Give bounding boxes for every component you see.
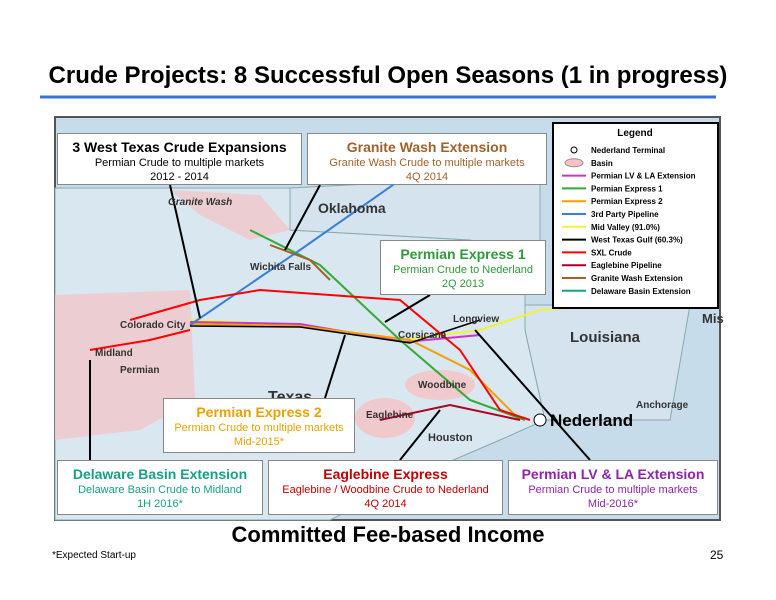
legend-label: Mid Valley (91.0%)	[591, 223, 660, 232]
callout-line: Permian Crude to multiple markets	[174, 422, 344, 434]
callout-line: 2012 - 2014	[150, 171, 209, 183]
map-label: Louisiana	[570, 329, 641, 346]
callout: Granite Wash Extension Granite Wash Crude…	[307, 133, 547, 185]
legend-label: Granite Wash Extension	[591, 274, 683, 283]
callout-line: Permian Crude to Nederland	[392, 264, 534, 276]
callout-title: 3 West Texas Crude Expansions	[72, 139, 287, 155]
callout-line: Eaglebine / Woodbine Crude to Nederland	[282, 484, 489, 496]
terminal-marker	[533, 413, 547, 427]
callout-title: Granite Wash Extension	[346, 139, 508, 155]
basin	[170, 190, 290, 240]
callout: Delaware Basin Extension Delaware Basin C…	[57, 460, 263, 515]
pipeline	[89, 329, 191, 351]
callout-line: 4Q 2014	[405, 171, 449, 183]
callout-line: 1H 2016*	[137, 498, 183, 510]
callout-line: Mid-2015*	[233, 436, 285, 448]
legend-label: Permian LV & LA Extension	[591, 172, 696, 181]
callout-line: 2Q 2013	[441, 278, 485, 290]
legend-label: West Texas Gulf (60.3%)	[591, 236, 683, 245]
callout: 3 West Texas Crude Expansions Permian Cru…	[57, 133, 302, 185]
footnote: *Expected Start-up	[52, 550, 136, 561]
legend-label: Permian Express 1	[591, 184, 663, 193]
callout: Permian LV & LA Extension Permian Crude t…	[508, 460, 718, 515]
map-label: Houston	[428, 432, 473, 444]
callout-line: Granite Wash Crude to multiple markets	[329, 157, 525, 169]
callout: Eaglebine Express Eaglebine / Woodbine Cr…	[268, 460, 503, 515]
legend-label: Permian Express 2	[591, 197, 663, 206]
legend-label: 3rd Party Pipeline	[591, 210, 659, 219]
callout: Permian Express 1 Permian Crude to Nederl…	[380, 240, 546, 295]
map-label: Corsicana	[398, 330, 447, 341]
pipeline	[189, 179, 401, 326]
callout-title: Permian LV & LA Extension	[521, 466, 705, 482]
tagline: Committed Fee-based Income	[231, 522, 545, 547]
map-label: Mis	[702, 311, 724, 326]
map-label: Eaglebine	[366, 410, 414, 421]
pipeline	[129, 288, 531, 421]
map-label: Anchorage	[636, 400, 689, 411]
basin	[405, 370, 475, 400]
map-label: Colorado City	[120, 320, 186, 331]
legend-label: Basin	[591, 159, 613, 168]
callout-line: Permian Crude to multiple markets	[528, 484, 698, 496]
legend-label: SXL Crude	[591, 248, 632, 257]
legend-label: Eaglebine Pipeline	[591, 261, 662, 270]
slide-title: Crude Projects: 8 Successful Open Season…	[48, 62, 728, 89]
legend-label: Nederland Terminal	[591, 146, 665, 155]
callout-title: Delaware Basin Extension	[72, 466, 248, 482]
callout-line: Permian Crude to multiple markets	[94, 157, 265, 169]
map-label: Woodbine	[418, 380, 467, 391]
pipeline	[189, 323, 521, 421]
callout-line: Delaware Basin Crude to Midland	[78, 484, 242, 496]
legend-title: Legend	[617, 128, 653, 139]
callout-title: Eaglebine Express	[323, 466, 448, 482]
map-label: Nederland	[550, 411, 633, 430]
map-label: Oklahoma	[318, 200, 386, 216]
legend-symbol	[570, 146, 578, 154]
map-label: Granite Wash	[168, 197, 232, 208]
pipeline	[379, 403, 521, 421]
map-label: Midland	[95, 348, 133, 359]
callout-title: Permian Express 1	[400, 246, 526, 262]
callout-title: Permian Express 2	[196, 404, 322, 420]
callout: Permian Express 2 Permian Crude to multip…	[163, 398, 355, 453]
map-label: Wichita Falls	[250, 262, 311, 273]
callout-arrows	[89, 184, 591, 461]
map-label: Longview	[453, 314, 499, 325]
pipeline	[189, 319, 481, 344]
pipeline	[269, 244, 331, 281]
callout-line: 4Q 2014	[364, 498, 407, 510]
legend: Legend Nederland Terminal Basin Permian LV…	[552, 122, 719, 309]
legend-symbol	[564, 158, 584, 168]
map-label: Permian	[120, 365, 159, 376]
legend-label: Delaware Basin Extension	[591, 287, 691, 296]
page-number: 25	[710, 548, 724, 562]
callout-line: Mid-2016*	[587, 498, 639, 510]
